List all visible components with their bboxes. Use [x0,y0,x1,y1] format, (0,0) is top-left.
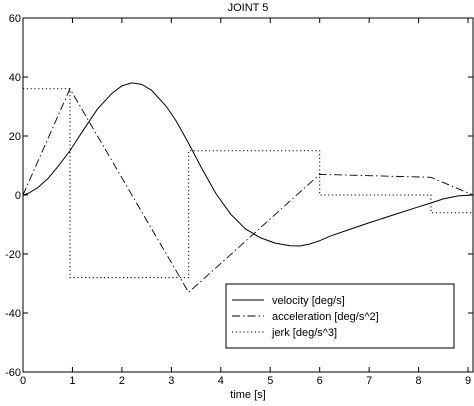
ticks-layer: 0 1 2 3 4 5 6 7 8 9 -60 -40 -20 0 20 40 60 [5,13,473,387]
y-tick-label: 40 [9,72,21,84]
x-tick-label: 5 [267,375,273,387]
x-axis-title: time [s] [230,389,265,401]
series-layer [22,82,474,294]
x-tick-label: 8 [416,375,422,387]
series-line-dotted [23,88,473,279]
legend-label: acceleration [deg/s^2] [272,311,379,323]
x-tick-label: 9 [465,375,471,387]
x-tick-label: 7 [366,375,372,387]
y-tick-label: 60 [9,13,21,25]
y-tick-label: -40 [5,308,21,320]
x-tick-label: 6 [317,375,323,387]
legend: velocity [deg/s] acceleration [deg/s^2] je… [225,283,455,349]
series-line-solid [22,82,474,247]
y-tick-label: 0 [15,190,21,202]
x-tick-label: 3 [168,375,174,387]
series-line-dashdot [22,87,474,294]
x-tick-label: 4 [218,375,224,387]
legend-items: velocity [deg/s] acceleration [deg/s^2] je… [232,295,379,339]
x-tick-label: 1 [69,375,75,387]
chart-title: JOINT 5 [228,2,269,14]
legend-label: velocity [deg/s] [272,295,345,307]
x-tick-label: 0 [20,375,26,387]
y-tick-label: -20 [5,249,21,261]
x-tick-label: 2 [119,375,125,387]
legend-label: jerk [deg/s^3] [271,327,337,339]
y-tick-label: -60 [5,367,21,379]
y-tick-label: 20 [9,131,21,143]
